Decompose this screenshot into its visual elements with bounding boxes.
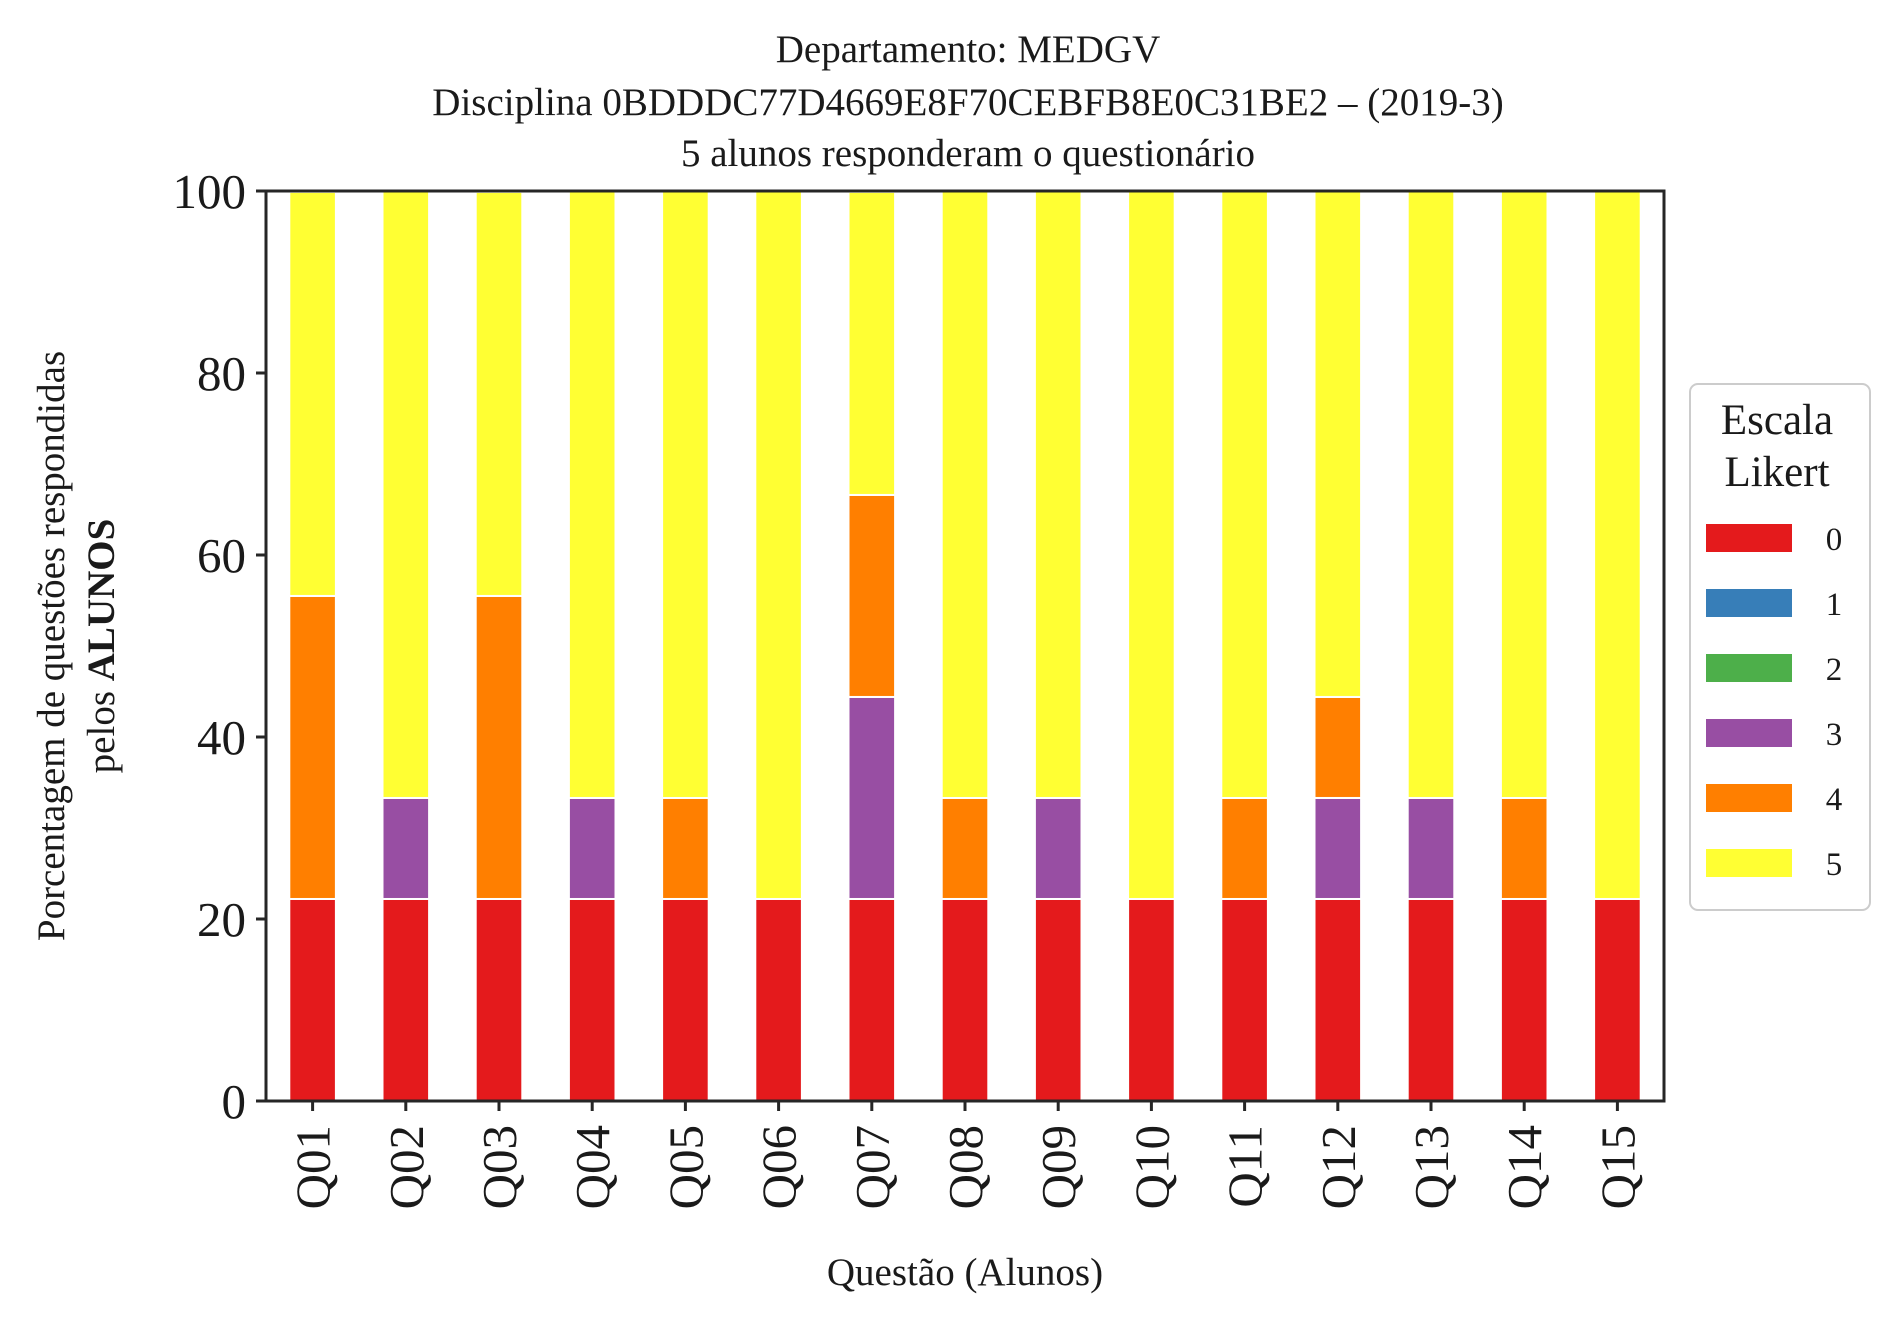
legend-swatch-0 [1706, 524, 1792, 552]
bar-segment-q01-scale-4 [288, 594, 337, 900]
x-tick-label-q06: Q06 [752, 1125, 807, 1209]
bar-segment-q09-scale-0 [1033, 897, 1083, 1102]
bar-segment-q05-scale-5 [661, 190, 710, 799]
y-axis-label-line-1: Porcentagem de questões respondidas [30, 351, 73, 941]
chart-title: Departamento: MEDGV Disciplina 0BDDDC77D… [432, 28, 1503, 175]
bar-segment-q12-scale-4 [1313, 695, 1363, 799]
bar-segment-q13-scale-3 [1406, 796, 1456, 900]
x-axis-ticks: Q01 Q02 Q03 Q04 Q05 Q06 Q07 Q08 Q09 Q10 Q11 Q12 Q13 Q… [286, 1101, 1645, 1209]
bar-segment-q13-scale-0 [1406, 897, 1456, 1102]
bar-segment-q12-scale-0 [1313, 897, 1363, 1102]
x-tick-label-q15: Q15 [1590, 1125, 1645, 1209]
y-tick-label-0: 0 [222, 1074, 247, 1129]
bar-segment-q14-scale-5 [1499, 190, 1549, 799]
bar-segment-q14-scale-0 [1499, 897, 1549, 1102]
plot-frame [264, 189, 1666, 1103]
title-line-1: Departamento: MEDGV [776, 28, 1160, 71]
x-tick-label-q08: Q08 [938, 1125, 993, 1209]
x-tick-label-q11: Q11 [1218, 1125, 1273, 1208]
x-tick-label-q14: Q14 [1497, 1125, 1552, 1209]
bar-segment-q11-scale-0 [1220, 897, 1269, 1102]
y-axis-label: Porcentagem de questões respondidas pelo… [30, 351, 123, 941]
legend-entries: 0 1 2 3 4 5 [1706, 522, 1842, 883]
legend-swatch-4 [1706, 784, 1792, 812]
bar-segment-q04-scale-3 [567, 796, 617, 900]
bar-segment-q15-scale-0 [1593, 897, 1642, 1102]
legend-swatch-1 [1706, 589, 1792, 617]
bar-segment-q07-scale-4 [847, 493, 897, 698]
bar-segment-q12-scale-5 [1313, 190, 1363, 698]
legend-label-3: 3 [1826, 717, 1843, 753]
x-tick-label-q13: Q13 [1404, 1125, 1459, 1209]
bar-segment-q01-scale-5 [288, 190, 337, 597]
bar-segment-q13-scale-5 [1406, 190, 1456, 799]
title-line-3: 5 alunos responderam o questionário [681, 132, 1255, 175]
x-tick-label-q01: Q01 [286, 1125, 341, 1209]
bar-segment-q10-scale-5 [1127, 190, 1176, 900]
y-tick-label-60: 60 [197, 528, 246, 583]
bar-segment-q06-scale-0 [754, 897, 803, 1102]
x-tick-label-q02: Q02 [379, 1125, 434, 1209]
bar-segment-q05-scale-0 [661, 897, 710, 1102]
bar-segment-q04-scale-5 [567, 190, 617, 799]
bar-segment-q08-scale-5 [940, 190, 990, 799]
bar-segment-q02-scale-5 [381, 190, 431, 799]
bar-segment-q10-scale-0 [1127, 897, 1176, 1102]
bar-segment-q07-scale-0 [847, 897, 897, 1102]
x-tick-label-q12: Q12 [1311, 1125, 1366, 1209]
title-line-2: Disciplina 0BDDDC77D4669E8F70CEBFB8E0C31… [432, 81, 1503, 124]
bar-segment-q03-scale-0 [474, 897, 524, 1102]
x-tick-label-q04: Q04 [565, 1125, 620, 1209]
x-axis-label: Questão (Alunos) [827, 1251, 1103, 1294]
bar-segment-q08-scale-0 [940, 897, 990, 1102]
bar-segment-q04-scale-0 [567, 897, 617, 1102]
y-tick-label-80: 80 [197, 346, 246, 401]
legend-label-2: 2 [1826, 652, 1843, 688]
bar-segment-q03-scale-4 [474, 594, 524, 900]
legend-title-line-1: Escala [1721, 397, 1833, 444]
legend-frame [1689, 383, 1871, 911]
legend-swatch-3 [1706, 719, 1792, 747]
bar-segment-q11-scale-4 [1220, 796, 1269, 900]
bar-segment-q12-scale-3 [1313, 796, 1363, 900]
bar-segment-q03-scale-5 [474, 190, 524, 597]
y-axis-label-line-2: pelos ALUNOS [80, 519, 123, 774]
legend-title-line-2: Likert [1724, 449, 1829, 496]
bar-segment-q01-scale-0 [288, 897, 337, 1102]
x-tick-label-q03: Q03 [472, 1125, 527, 1209]
legend-swatch-5 [1706, 849, 1792, 877]
bar-segment-q02-scale-0 [381, 897, 431, 1102]
legend-label-4: 4 [1826, 782, 1843, 818]
legend-label-0: 0 [1826, 522, 1843, 558]
y-tick-label-40: 40 [197, 710, 246, 765]
bar-segment-q08-scale-4 [940, 796, 990, 900]
legend-swatch-2 [1706, 654, 1792, 682]
bar-segment-q09-scale-5 [1033, 190, 1083, 799]
bar-segment-q02-scale-3 [381, 796, 431, 900]
bar-segment-q15-scale-5 [1593, 190, 1642, 900]
bar-segment-q11-scale-5 [1220, 190, 1269, 799]
y-tick-label-100: 100 [173, 164, 247, 219]
bar-segment-q07-scale-3 [847, 695, 897, 900]
y-axis-ticks: 0 20 40 60 80 100 [173, 164, 266, 1129]
bar-segment-q06-scale-5 [754, 190, 803, 900]
bars-layer [288, 190, 1642, 1102]
x-tick-label-q07: Q07 [845, 1125, 900, 1209]
bar-segment-q05-scale-4 [661, 796, 710, 900]
x-tick-label-q05: Q05 [658, 1125, 713, 1209]
y-tick-label-20: 20 [197, 892, 246, 947]
legend-label-1: 1 [1826, 587, 1843, 623]
x-tick-label-q10: Q10 [1124, 1125, 1179, 1209]
x-tick-label-q09: Q09 [1031, 1125, 1086, 1209]
bar-segment-q09-scale-3 [1033, 796, 1083, 900]
bar-segment-q14-scale-4 [1499, 796, 1549, 900]
bar-segment-q07-scale-5 [847, 190, 897, 496]
legend: Escala Likert 0 1 2 3 4 5 [1689, 383, 1871, 911]
legend-label-5: 5 [1826, 847, 1843, 883]
